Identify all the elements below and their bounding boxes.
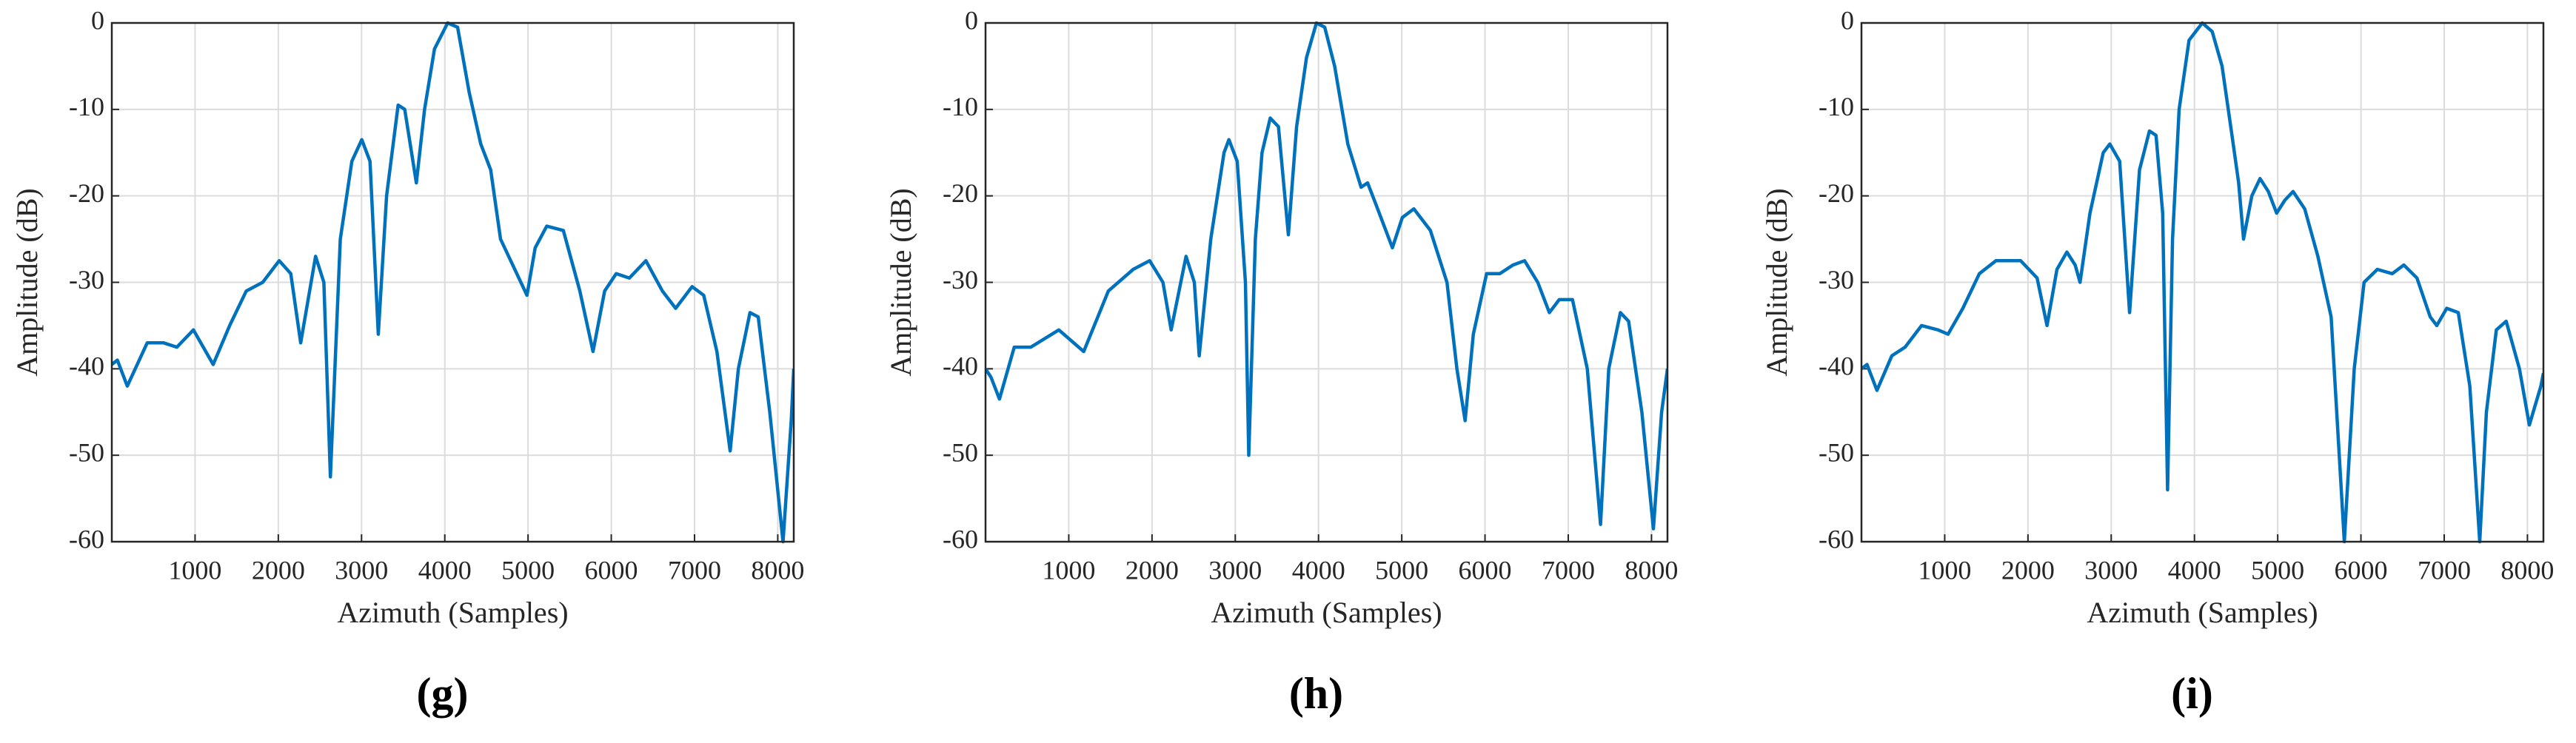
y-tick-label: -50 bbox=[69, 437, 104, 467]
x-axis-label: Azimuth (Samples) bbox=[337, 596, 568, 629]
x-tick-label: 6000 bbox=[1459, 555, 1512, 585]
y-tick-label: 0 bbox=[965, 5, 978, 35]
x-tick-label: 2000 bbox=[252, 555, 305, 585]
caption: (i) bbox=[2171, 669, 2213, 718]
y-tick-label: 0 bbox=[91, 5, 104, 35]
caption: (h) bbox=[1289, 669, 1343, 718]
x-tick-label: 6000 bbox=[585, 555, 638, 585]
x-tick-label: 1000 bbox=[1918, 555, 1971, 585]
y-tick-label: -30 bbox=[69, 265, 104, 295]
plot-frame bbox=[1860, 21, 2545, 543]
x-tick-label: 4000 bbox=[2168, 555, 2221, 585]
y-tick-label: -20 bbox=[69, 178, 104, 208]
chart: -60 -50 -40 -30 -20 -10 0 1000 2000 3000 4000 5000 6… bbox=[884, 5, 1678, 718]
x-tick-label: 8000 bbox=[2500, 555, 2554, 585]
y-tick-label: -50 bbox=[943, 437, 978, 467]
x-tick-label: 1000 bbox=[1042, 555, 1095, 585]
x-tick-label: 7000 bbox=[668, 555, 721, 585]
y-tick-label: -20 bbox=[1819, 178, 1854, 208]
x-tick-label: 1000 bbox=[168, 555, 221, 585]
y-tick-label: -40 bbox=[1819, 352, 1854, 381]
x-axis-label: Azimuth (Samples) bbox=[2087, 596, 2318, 629]
y-tick-label: -10 bbox=[943, 92, 978, 121]
data-line bbox=[1861, 21, 2543, 544]
y-tick-label: -60 bbox=[943, 524, 978, 554]
y-axis-label: Amplitude (dB) bbox=[1760, 188, 1793, 376]
x-axis-label: Azimuth (Samples) bbox=[1211, 596, 1442, 629]
x-tick-label: 2000 bbox=[1125, 555, 1179, 585]
x-tick-label: 3000 bbox=[1208, 555, 1262, 585]
x-tick-label: 4000 bbox=[418, 555, 472, 585]
plot-frame bbox=[110, 21, 795, 543]
y-tick-label: -10 bbox=[69, 92, 104, 121]
x-tick-label: 4000 bbox=[1292, 555, 1345, 585]
x-tick-label: 8000 bbox=[751, 555, 804, 585]
y-axis-label: Amplitude (dB) bbox=[884, 188, 917, 376]
chart: -60 -50 -40 -30 -20 -10 0 1000 2000 3000 4000 5000 6… bbox=[10, 5, 804, 718]
x-tick-label: 8000 bbox=[1625, 555, 1678, 585]
x-tick-label: 5000 bbox=[1375, 555, 1428, 585]
y-tick-label: -60 bbox=[1819, 524, 1854, 554]
x-tick-label: 6000 bbox=[2335, 555, 2388, 585]
data-line bbox=[986, 21, 1667, 531]
x-tick-label: 7000 bbox=[2418, 555, 2471, 585]
x-tick-label: 5000 bbox=[2251, 555, 2304, 585]
y-tick-label: -40 bbox=[69, 352, 104, 381]
x-tick-label: 3000 bbox=[335, 555, 388, 585]
y-tick-label: -20 bbox=[943, 178, 978, 208]
y-tick-label: -40 bbox=[943, 352, 978, 381]
x-tick-label: 7000 bbox=[1542, 555, 1595, 585]
x-tick-label: 2000 bbox=[2001, 555, 2055, 585]
caption: (g) bbox=[417, 669, 469, 718]
y-tick-label: 0 bbox=[1841, 5, 1854, 35]
plot-frame bbox=[984, 21, 1669, 543]
x-tick-label: 3000 bbox=[2084, 555, 2138, 585]
y-tick-label: -30 bbox=[943, 265, 978, 295]
y-tick-label: -30 bbox=[1819, 265, 1854, 295]
chart: -60 -50 -40 -30 -20 -10 0 1000 2000 3000 4000 5000 6… bbox=[1760, 5, 2554, 718]
y-tick-label: -50 bbox=[1819, 437, 1854, 467]
x-tick-label: 5000 bbox=[501, 555, 555, 585]
y-tick-label: -60 bbox=[69, 524, 104, 554]
y-axis-label: Amplitude (dB) bbox=[10, 188, 44, 376]
y-tick-label: -10 bbox=[1819, 92, 1854, 121]
